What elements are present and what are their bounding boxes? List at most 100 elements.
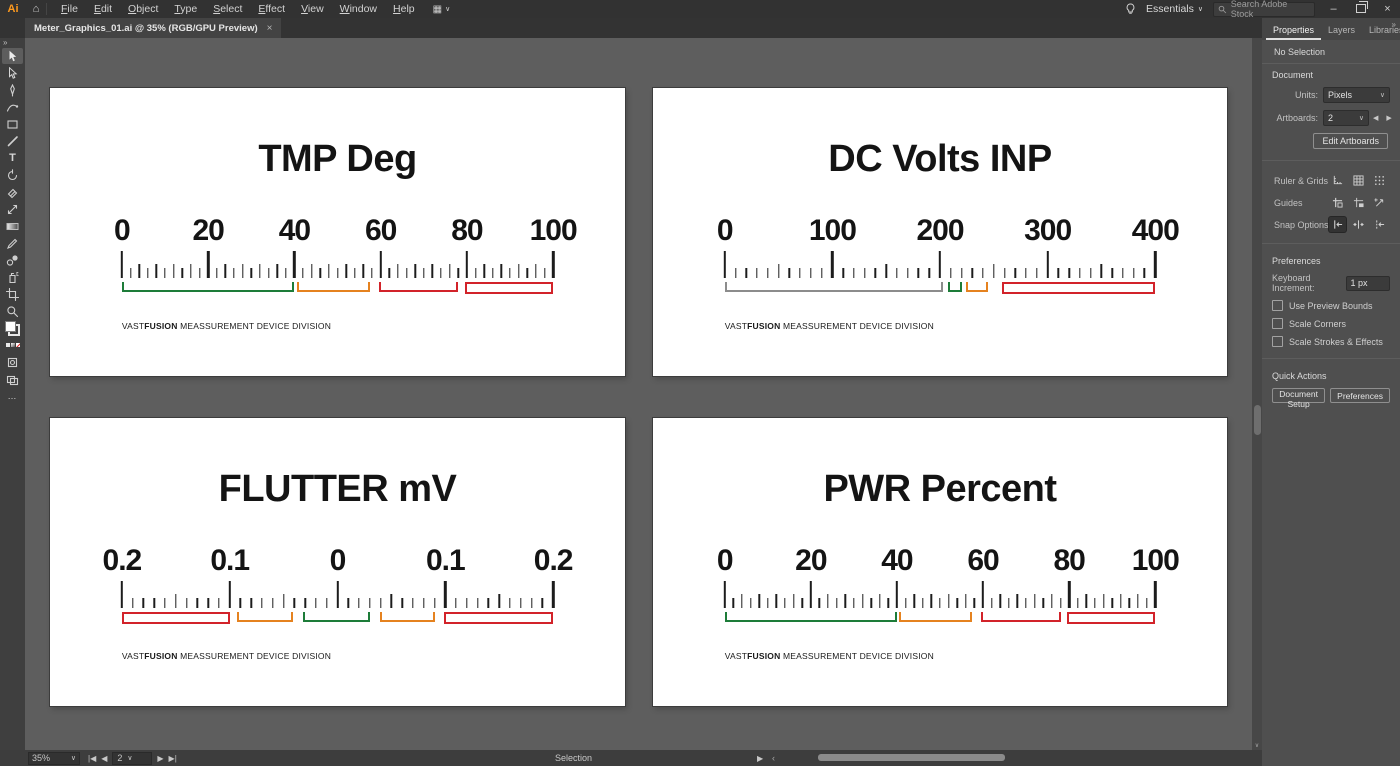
draw-mode[interactable]: [2, 354, 23, 370]
edit-toolbar[interactable]: …: [7, 390, 18, 401]
vertical-scrollbar[interactable]: ∨: [1252, 38, 1262, 750]
type-tool[interactable]: T: [9, 151, 16, 164]
paintbrush-tool[interactable]: [2, 133, 23, 149]
selection-tool[interactable]: [2, 48, 23, 64]
scroll-down-icon[interactable]: ∨: [1254, 743, 1260, 749]
use-preview-bounds-checkbox[interactable]: [1272, 300, 1283, 311]
tab-libraries[interactable]: Libraries: [1369, 25, 1400, 35]
grid-icon[interactable]: [1350, 173, 1367, 188]
last-artboard-button[interactable]: ▶|: [168, 753, 177, 763]
menu-edit[interactable]: Edit: [93, 3, 113, 15]
snap-grid-icon[interactable]: [1350, 217, 1367, 232]
symbol-sprayer-tool[interactable]: [2, 269, 23, 285]
menu-file[interactable]: File: [61, 3, 78, 15]
artboard-pwr-percent[interactable]: PWR Percent 0 20 40 60 80 100 VASTFUSION MEAS…: [653, 418, 1227, 706]
status-back-icon[interactable]: ‹: [772, 753, 775, 763]
tab-properties[interactable]: Properties: [1266, 25, 1322, 40]
rotate-tool[interactable]: [2, 167, 23, 183]
guides-lock-icon[interactable]: [1350, 195, 1367, 210]
fill-stroke-swatches[interactable]: [2, 320, 23, 336]
ruler-icon[interactable]: [1329, 173, 1346, 188]
tick: [1014, 268, 1017, 278]
eraser-tool[interactable]: [2, 184, 23, 200]
units-select[interactable]: Pixels ∨: [1323, 87, 1390, 103]
document-tab[interactable]: Meter_Graphics_01.ai @ 35% (RGB/GPU Prev…: [25, 18, 282, 38]
tick: [315, 598, 317, 608]
menu-select[interactable]: Select: [213, 3, 243, 15]
guides-move-icon[interactable]: [1371, 195, 1388, 210]
horizontal-scrollbar-thumb[interactable]: [818, 754, 1005, 761]
scale-strokes-effects-checkbox[interactable]: [1272, 336, 1283, 347]
snap-point-icon[interactable]: [1329, 217, 1346, 232]
workspace-switcher[interactable]: Essentials ∨: [1146, 3, 1203, 15]
vertical-scrollbar-thumb[interactable]: [1253, 405, 1261, 435]
scale-label: 60: [967, 544, 999, 577]
tick: [526, 268, 528, 278]
zoom-tool[interactable]: [2, 303, 23, 319]
keyboard-increment-input[interactable]: 1 px: [1345, 275, 1390, 291]
next-artboard-icon[interactable]: ▶: [1386, 115, 1392, 122]
menu-window[interactable]: Window: [339, 3, 378, 15]
gradient-tool[interactable]: [2, 218, 23, 234]
tick: [1016, 594, 1019, 608]
close-button[interactable]: ×: [1384, 3, 1391, 15]
adobe-stock-search[interactable]: Search Adobe Stock: [1213, 0, 1315, 19]
artboard-tmp-deg[interactable]: TMP Deg 0 20 40 60 80 100 VASTFUSION MEASSURE…: [50, 88, 625, 376]
screen-mode[interactable]: [2, 371, 23, 387]
artboards-select[interactable]: 2 ∨: [1323, 110, 1369, 126]
tick: [947, 594, 950, 608]
curvature-tool[interactable]: [2, 99, 23, 115]
tick: [723, 251, 726, 278]
zoom-level-select[interactable]: 35% ∨: [28, 751, 80, 765]
toolbar-expand-icon[interactable]: »: [3, 38, 8, 47]
panel-collapse-icon[interactable]: »: [1391, 20, 1396, 29]
dot-grid-icon[interactable]: [1371, 173, 1388, 188]
tick: [517, 264, 520, 278]
color-mode-row[interactable]: [2, 337, 23, 353]
tick: [1143, 268, 1146, 278]
menu-effect[interactable]: Effect: [258, 3, 286, 15]
artboard-dc-volts[interactable]: DC Volts INP 0 100 200 300 400 VASTFUSION ME…: [653, 88, 1227, 376]
tick: [371, 268, 373, 278]
direct-selection-tool[interactable]: [2, 65, 23, 81]
artboard-tool[interactable]: [2, 286, 23, 302]
arrange-documents-icon[interactable]: ▦ ∨: [433, 4, 451, 15]
prev-artboard-button[interactable]: ◀: [101, 753, 108, 763]
tick: [261, 598, 263, 608]
tick: [1003, 268, 1006, 278]
tick: [1034, 594, 1036, 608]
scale-tool[interactable]: [2, 201, 23, 217]
tab-layers[interactable]: Layers: [1328, 25, 1356, 35]
tick: [973, 598, 976, 608]
pencil-tool[interactable]: [2, 235, 23, 251]
guides-icon[interactable]: [1329, 195, 1346, 210]
tick: [913, 594, 915, 608]
menu-help[interactable]: Help: [393, 3, 415, 15]
home-icon[interactable]: ⌂: [26, 3, 47, 15]
pen-tool[interactable]: [2, 82, 23, 98]
next-artboard-button[interactable]: ▶: [157, 753, 164, 763]
discover-icon[interactable]: [1125, 3, 1136, 15]
menu-view[interactable]: View: [301, 3, 324, 15]
menu-object[interactable]: Object: [128, 3, 159, 15]
minimize-button[interactable]: –: [1330, 3, 1337, 15]
properties-panel: Properties Layers Libraries » No Selecti…: [1262, 18, 1400, 766]
meter-title: PWR Percent: [823, 468, 1057, 510]
prev-artboard-icon[interactable]: ◀: [1373, 115, 1379, 122]
tick: [1067, 581, 1071, 608]
menu-type[interactable]: Type: [174, 3, 198, 15]
rectangle-tool[interactable]: [2, 116, 23, 132]
document-setup-button[interactable]: Document Setup: [1272, 388, 1326, 409]
first-artboard-button[interactable]: |◀: [88, 753, 97, 763]
blend-tool[interactable]: [2, 252, 23, 268]
preferences-button[interactable]: Preferences: [1330, 388, 1390, 403]
status-flyout-icon[interactable]: ▶: [757, 753, 764, 763]
edit-artboards-button[interactable]: Edit Artboards: [1313, 133, 1388, 149]
artboard-flutter[interactable]: FLUTTER mV 0.2 0.1 0 0.1 0.2 VASTFUSION MEAS…: [50, 418, 625, 706]
scale-corners-checkbox[interactable]: [1272, 318, 1283, 329]
scale-label: 0.1: [210, 544, 250, 577]
artboard-number-select[interactable]: 2 ∨: [112, 751, 153, 765]
restore-button[interactable]: [1352, 1, 1369, 15]
snap-pixel-icon[interactable]: [1371, 217, 1388, 232]
tab-close-icon[interactable]: ×: [266, 22, 273, 34]
